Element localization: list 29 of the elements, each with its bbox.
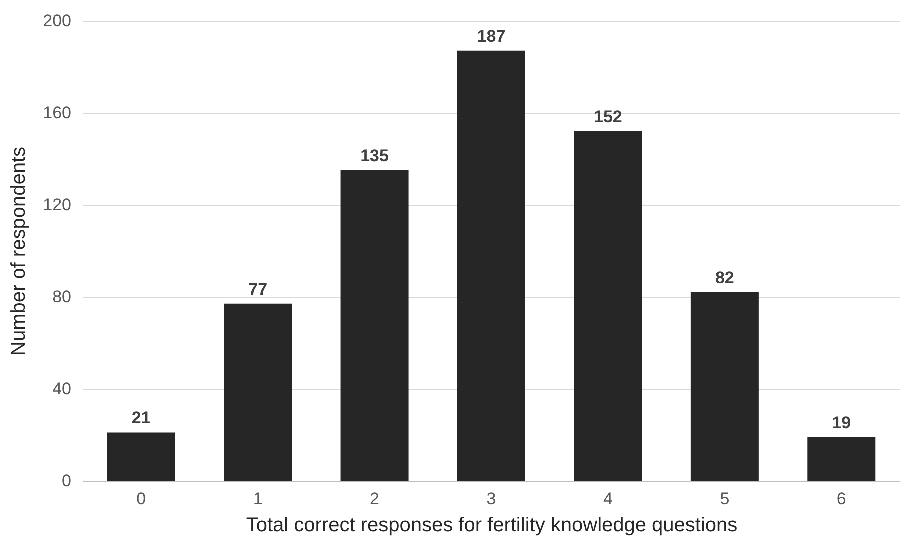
x-tick-label: 1 — [253, 490, 263, 508]
bar — [224, 304, 292, 481]
y-tick-label: 120 — [43, 196, 72, 214]
y-axis-title: Number of respondents — [8, 146, 30, 356]
y-tick-label: 40 — [52, 380, 72, 398]
y-tick-label: 200 — [43, 12, 72, 30]
x-tick-label: 3 — [486, 490, 496, 508]
bar — [340, 170, 409, 481]
y-tick-label: 160 — [43, 104, 72, 122]
x-tick-label: 6 — [836, 490, 846, 508]
data-label: 82 — [715, 268, 734, 288]
x-tick-label: 2 — [370, 490, 380, 508]
x-tick-label: 0 — [136, 490, 146, 508]
bar — [808, 437, 876, 481]
bar — [574, 131, 642, 481]
y-tick-label: 80 — [52, 288, 72, 306]
x-tick-label: 5 — [720, 490, 730, 508]
data-label: 135 — [360, 146, 389, 166]
data-label: 21 — [132, 408, 151, 428]
x-axis-title: Total correct responses for fertility knowledge questions — [246, 514, 738, 536]
bar — [690, 292, 759, 481]
bar — [458, 50, 526, 481]
data-label: 152 — [594, 107, 622, 126]
bar — [107, 432, 176, 481]
data-label: 77 — [248, 280, 268, 299]
data-label: 19 — [832, 413, 852, 432]
x-tick-label: 4 — [603, 490, 613, 508]
y-tick-label: 0 — [62, 472, 72, 490]
data-label: 187 — [477, 26, 506, 46]
